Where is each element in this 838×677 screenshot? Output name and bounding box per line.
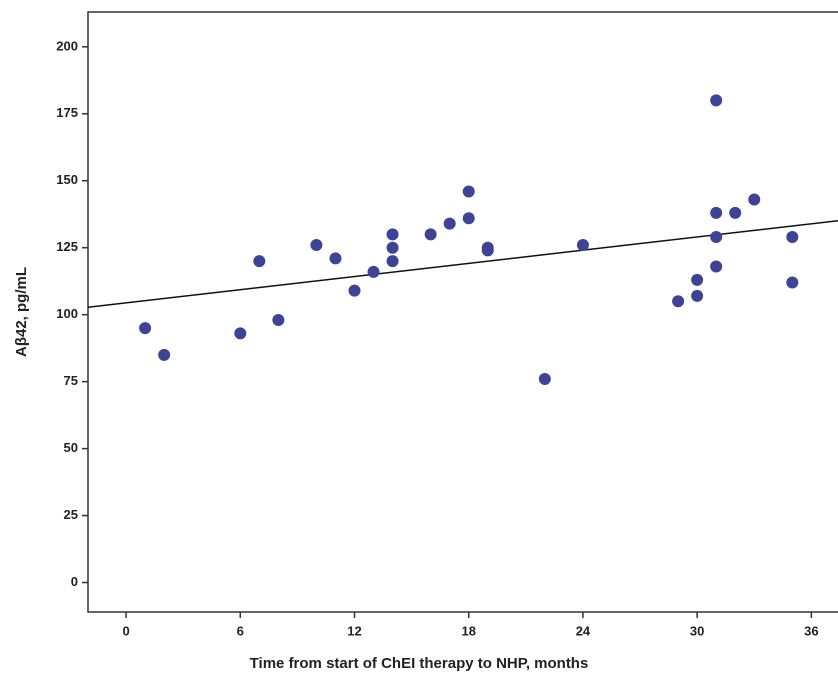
data-point xyxy=(234,327,247,340)
data-point xyxy=(386,228,399,241)
data-point xyxy=(710,94,723,107)
regression-line xyxy=(87,220,838,309)
y-tick-label: 75 xyxy=(64,373,78,388)
data-point xyxy=(139,322,152,335)
x-tick-label: 36 xyxy=(804,623,818,638)
x-tick-label: 30 xyxy=(690,623,704,638)
data-point xyxy=(386,241,399,254)
data-point xyxy=(691,289,704,302)
data-point xyxy=(786,231,799,243)
y-tick-label: 200 xyxy=(56,38,78,53)
y-tick-label: 150 xyxy=(56,172,78,187)
data-point xyxy=(786,276,799,289)
data-point xyxy=(481,244,494,257)
data-point xyxy=(443,217,456,230)
data-point xyxy=(710,206,723,219)
x-tick-label: 24 xyxy=(576,623,591,638)
x-tick-label: 12 xyxy=(347,623,361,638)
data-point xyxy=(710,231,723,243)
data-point xyxy=(710,260,723,273)
data-point xyxy=(576,239,589,252)
x-tick-label: 0 xyxy=(122,623,129,638)
data-point xyxy=(348,284,361,297)
data-point xyxy=(386,255,399,268)
data-point xyxy=(729,206,742,219)
data-point xyxy=(253,255,266,268)
y-tick-label: 100 xyxy=(56,306,78,321)
data-point xyxy=(329,252,342,265)
data-point xyxy=(748,193,761,206)
y-tick-label: 50 xyxy=(64,440,78,455)
data-point xyxy=(367,265,380,278)
x-tick-label: 6 xyxy=(237,623,244,638)
data-point xyxy=(538,372,551,385)
plot-frame xyxy=(87,11,838,613)
data-point xyxy=(672,295,685,308)
data-point xyxy=(158,348,171,361)
data-point xyxy=(462,185,475,198)
x-tick-label: 18 xyxy=(461,623,475,638)
y-axis-label: Aβ42, pg/mL xyxy=(13,267,30,357)
y-tick-label: 175 xyxy=(56,105,78,120)
data-point xyxy=(310,239,323,252)
data-point xyxy=(691,273,704,286)
data-point xyxy=(424,228,437,241)
x-axis-label: Time from start of ChEI therapy to NHP, … xyxy=(250,655,589,672)
y-tick-label: 125 xyxy=(56,239,78,254)
y-tick-label: 25 xyxy=(64,507,78,522)
data-point xyxy=(462,212,475,225)
y-tick-label: 0 xyxy=(71,574,78,589)
data-point xyxy=(272,314,285,327)
